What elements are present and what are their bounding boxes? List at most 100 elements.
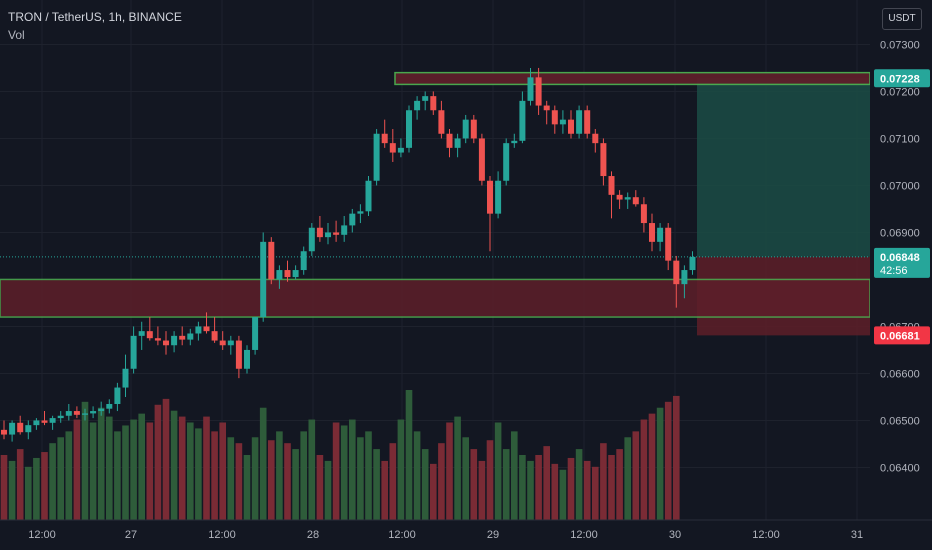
candle-body xyxy=(333,232,340,235)
candle xyxy=(608,171,615,219)
volume-bar xyxy=(73,419,81,520)
candle-body xyxy=(138,331,145,336)
volume-bar xyxy=(519,455,526,520)
candle-body xyxy=(608,176,615,195)
time-tick-label: 12:00 xyxy=(208,529,236,541)
volume-bar xyxy=(8,460,16,520)
volume-bar xyxy=(357,437,364,520)
candle-body xyxy=(57,415,64,419)
candle-body xyxy=(657,227,664,242)
candle xyxy=(25,420,32,440)
volume-bar xyxy=(600,443,607,520)
volume-bar xyxy=(559,469,567,520)
volume-bar xyxy=(162,398,170,520)
currency-selector[interactable]: USDT xyxy=(882,8,922,30)
candle xyxy=(519,91,526,144)
volume-bar xyxy=(340,425,348,520)
candle xyxy=(657,223,664,252)
volume-bar xyxy=(81,401,89,520)
candle xyxy=(244,345,250,374)
candle-body xyxy=(65,411,72,416)
candle xyxy=(154,326,161,346)
candle-body xyxy=(470,119,477,139)
volume-bar xyxy=(308,419,316,520)
volume-legend[interactable]: Vol xyxy=(8,28,25,42)
candle xyxy=(568,110,574,139)
candle xyxy=(260,232,267,322)
candle xyxy=(17,415,24,435)
candle-body xyxy=(154,338,161,341)
candle xyxy=(397,138,404,158)
time-tick-label: 12:00 xyxy=(28,529,56,541)
volume-bar xyxy=(276,431,283,520)
candle-body xyxy=(495,180,502,214)
candle-body xyxy=(146,331,153,339)
candle-body xyxy=(211,331,218,341)
candle xyxy=(300,246,307,275)
volume-bar xyxy=(211,431,218,520)
time-tick-label: 31 xyxy=(851,529,863,541)
time-tick-label: 30 xyxy=(669,529,681,541)
candle-body xyxy=(308,227,315,252)
candle-body xyxy=(462,119,469,139)
candle xyxy=(673,255,680,308)
candle-body xyxy=(511,140,518,144)
volume-bar xyxy=(446,422,453,520)
candle xyxy=(478,133,485,186)
candle-body xyxy=(98,408,105,412)
candle-body xyxy=(357,211,364,214)
volume-bar xyxy=(405,390,413,520)
candle-body xyxy=(171,335,178,346)
volume-bar xyxy=(421,449,429,520)
symbol-title[interactable]: TRON / TetherUS, 1h, BINANCE xyxy=(8,10,182,24)
candle-body xyxy=(535,77,542,106)
price-tick-label: 0.07200 xyxy=(880,86,920,98)
candle-body xyxy=(422,96,429,101)
candle xyxy=(438,100,445,139)
volume-bar xyxy=(195,428,202,520)
candle-body xyxy=(130,335,137,369)
candle xyxy=(576,105,583,139)
candle xyxy=(689,251,696,275)
volume-bar xyxy=(397,419,405,520)
candle xyxy=(252,317,259,355)
candle-body xyxy=(235,340,242,369)
candle-body xyxy=(1,429,7,435)
candle-body xyxy=(689,256,696,271)
candle xyxy=(333,220,340,242)
candle-body xyxy=(568,119,574,134)
zones xyxy=(0,71,871,336)
candle xyxy=(487,176,493,252)
candle-body xyxy=(260,241,267,318)
candle xyxy=(41,411,48,426)
candle xyxy=(543,100,550,125)
candle xyxy=(373,129,380,186)
volume-bar xyxy=(203,416,210,520)
candle-body xyxy=(543,105,550,111)
time-axis[interactable]: 12:00 27 12:00 28 12:00 29 12:00 30 12:00 31 xyxy=(0,519,932,550)
volume-bar xyxy=(632,431,640,520)
chart-legend: TRON / TetherUS, 1h, BINANCE Vol xyxy=(8,8,182,44)
volume-bar xyxy=(640,419,648,520)
candle xyxy=(600,138,607,186)
volume-bar xyxy=(624,437,631,520)
candle xyxy=(495,171,502,219)
candle-body xyxy=(527,77,534,101)
candle xyxy=(381,119,388,148)
volume-bar xyxy=(178,416,186,520)
volume-bar xyxy=(154,404,162,520)
candle-body xyxy=(600,143,607,177)
candle xyxy=(219,331,226,350)
candle-body xyxy=(114,387,121,404)
stop-price-badge-bg xyxy=(874,326,930,345)
volume-bar xyxy=(608,455,615,520)
candle-body xyxy=(487,180,493,214)
candle xyxy=(414,96,421,120)
candle-body xyxy=(665,227,672,261)
volume-bar xyxy=(259,407,267,520)
volume-bar xyxy=(187,422,194,520)
candle-body xyxy=(624,197,631,200)
volume-bar xyxy=(114,431,121,520)
